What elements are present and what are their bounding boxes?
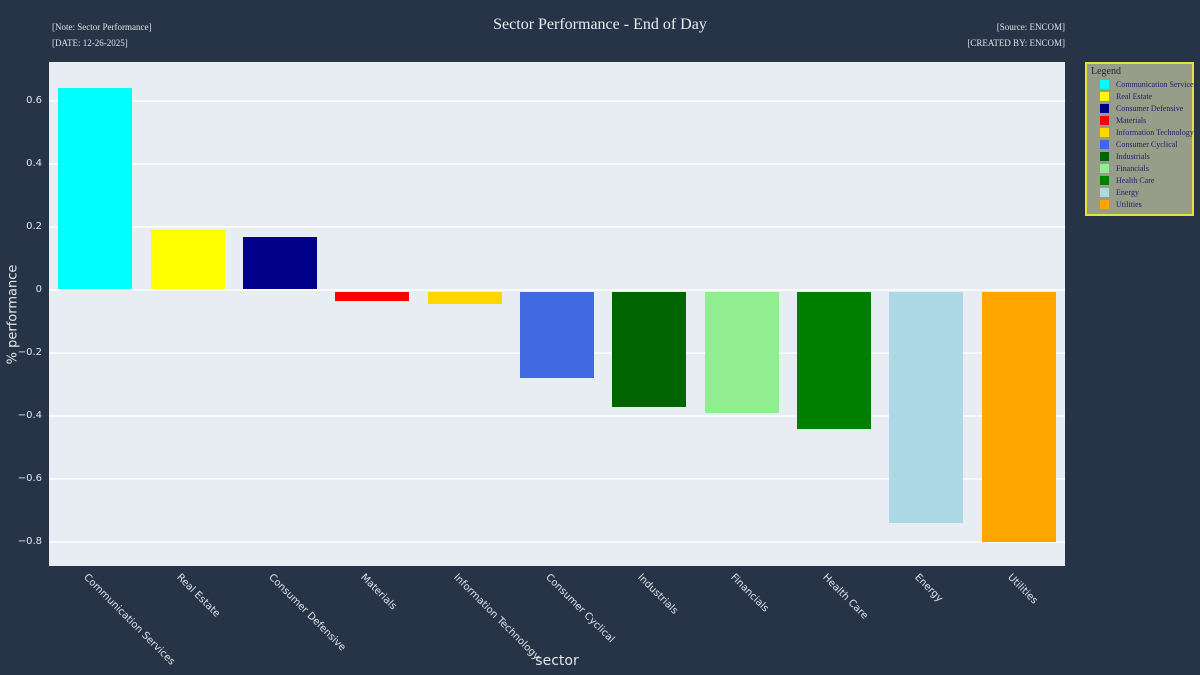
xtick-health-care: Health Care [820, 572, 870, 622]
ytick-−0.2: −0.2 [17, 347, 42, 358]
y-axis-title: % performance [5, 264, 21, 365]
ytick-−0.4: −0.4 [17, 410, 42, 421]
ytick-0.4: 0.4 [26, 158, 42, 169]
legend-label: Communication Services [1116, 79, 1197, 89]
xtick-industrials: Industrials [635, 572, 681, 617]
legend-swatch-information-technology [1100, 127, 1109, 137]
xtick-real-estate: Real Estate [173, 572, 222, 620]
legend-item-health-care: Health Care [1091, 174, 1189, 186]
gridline-0.6 [49, 100, 1065, 102]
legend-swatch-health-care [1100, 175, 1109, 185]
legend-label: Health Care [1116, 175, 1155, 185]
legend-label: Materials [1116, 115, 1147, 125]
bar-materials [335, 292, 409, 301]
legend-swatch-financials [1100, 163, 1109, 173]
bar-information-technology [428, 292, 502, 304]
note-annotation: [Note: Sector Performance] [52, 22, 152, 32]
legend-label: Real Estate [1116, 91, 1153, 101]
legend-label: Utilities [1116, 199, 1142, 209]
bar-financials [705, 292, 779, 413]
legend-item-consumer-defensive: Consumer Defensive [1091, 102, 1189, 114]
gridline-−0.4 [49, 415, 1065, 417]
bar-utilities [982, 292, 1056, 542]
legend-label: Energy [1116, 187, 1139, 197]
legend-label: Consumer Cyclical [1116, 139, 1178, 149]
legend-label: Consumer Defensive [1116, 103, 1184, 113]
ytick-0.2: 0.2 [26, 221, 42, 232]
xtick-financials: Financials [727, 572, 771, 615]
bar-communication-services [58, 88, 132, 289]
legend-swatch-communication-services [1100, 79, 1109, 89]
legend-swatch-materials [1100, 115, 1109, 125]
legend-item-energy: Energy [1091, 186, 1189, 198]
bar-consumer-defensive [243, 237, 317, 289]
ytick-0: 0 [35, 284, 42, 295]
legend-item-utilities: Utilities [1091, 198, 1189, 210]
date-annotation: [DATE: 12-26-2025] [52, 38, 128, 48]
xtick-consumer-defensive: Consumer Defensive [266, 572, 348, 654]
xtick-information-technology: Information Technology [450, 572, 542, 663]
chart-title: Sector Performance - End of Day [493, 16, 707, 33]
gridline-−0.6 [49, 478, 1065, 480]
legend-item-financials: Financials [1091, 162, 1189, 174]
bar-real-estate [151, 230, 225, 289]
legend-item-information-technology: Information Technology [1091, 126, 1194, 138]
xtick-materials: Materials [358, 572, 399, 613]
gridline-0.4 [49, 163, 1065, 165]
bar-energy [889, 292, 963, 523]
legend-swatch-real-estate [1100, 91, 1109, 101]
legend-item-consumer-cyclical: Consumer Cyclical [1091, 138, 1189, 150]
xtick-consumer-cyclical: Consumer Cyclical [543, 572, 617, 646]
gridline-0.2 [49, 226, 1065, 228]
xtick-utilities: Utilities [1005, 572, 1040, 607]
legend-items: Communication Services Real Estate Consume… [1091, 78, 1197, 210]
bar-consumer-cyclical [520, 292, 594, 378]
legend-label: Financials [1116, 163, 1149, 173]
ytick-0.6: 0.6 [26, 95, 42, 106]
ytick-−0.8: −0.8 [17, 536, 42, 547]
legend-swatch-energy [1100, 187, 1109, 197]
bar-industrials [612, 292, 686, 407]
ytick-−0.6: −0.6 [17, 473, 42, 484]
legend-swatch-consumer-defensive [1100, 103, 1109, 113]
gridline-−0.8 [49, 541, 1065, 543]
xtick-energy: Energy [912, 572, 946, 605]
legend-swatch-industrials [1100, 151, 1109, 161]
legend-item-communication-services: Communication Services [1091, 78, 1197, 90]
x-axis-title: sector [535, 653, 579, 669]
legend-swatch-utilities [1100, 199, 1109, 209]
source-annotation: [Source: ENCOM] [996, 22, 1065, 32]
gridline-0 [49, 289, 1065, 291]
legend: Legend Communication Services Real Estate… [1085, 62, 1197, 216]
legend-swatch-consumer-cyclical [1100, 139, 1109, 149]
legend-item-industrials: Industrials [1091, 150, 1189, 162]
legend-label: Industrials [1116, 151, 1150, 161]
legend-item-real-estate: Real Estate [1091, 90, 1189, 102]
legend-label: Information Technology [1116, 127, 1194, 137]
legend-item-materials: Materials [1091, 114, 1189, 126]
bar-health-care [797, 292, 871, 429]
created-by-annotation: [CREATED BY: ENCOM] [967, 38, 1065, 48]
legend-title: Legend [1091, 66, 1121, 77]
plot-area [49, 62, 1065, 566]
